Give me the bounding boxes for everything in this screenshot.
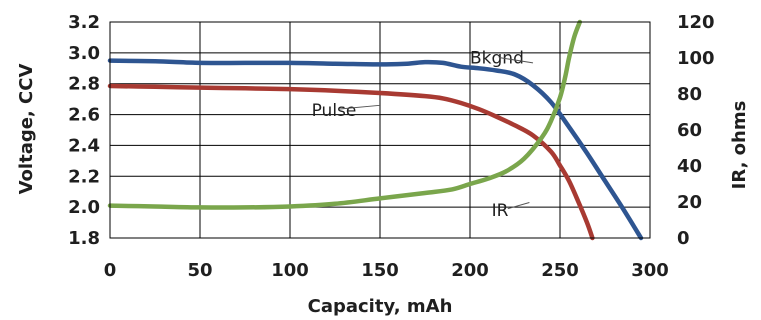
right-axis-ticks: 0 20 40 60 80 100 120 xyxy=(677,12,715,249)
x-tick-label: 0 xyxy=(104,260,117,281)
y-tick-label: 2.0 xyxy=(68,197,100,218)
y-tick-label: 3.0 xyxy=(68,43,100,64)
series-label-leader xyxy=(507,202,530,210)
series-label-pulse: Pulse xyxy=(312,101,357,121)
x-tick-label: 50 xyxy=(187,260,212,281)
y-axis-title: Voltage, CCV xyxy=(16,64,37,195)
y2-tick-label: 100 xyxy=(677,48,715,69)
series-line-ir xyxy=(107,19,583,210)
x-axis-ticks: 0 50 100 150 200 250 300 xyxy=(104,260,669,281)
x-tick-label: 150 xyxy=(361,260,399,281)
plot-frame xyxy=(109,21,651,239)
series-label-bkgnd: Bkgnd xyxy=(470,48,524,68)
y2-tick-label: 80 xyxy=(677,84,702,105)
series-label-leader xyxy=(498,56,534,64)
series-label-leader xyxy=(338,104,381,110)
y2-tick-label: 0 xyxy=(677,228,690,249)
y2-tick-label: 40 xyxy=(677,156,702,177)
x-axis-title: Capacity, mAh xyxy=(308,296,453,317)
series-line-pulse xyxy=(107,83,595,241)
y-tick-label: 2.2 xyxy=(68,166,100,187)
x-tick-label: 200 xyxy=(451,260,489,281)
grid xyxy=(109,21,651,239)
y2-tick-label: 60 xyxy=(677,120,702,141)
series-labels: Bkgnd Pulse IR xyxy=(312,48,534,221)
y-tick-label: 2.4 xyxy=(68,135,100,156)
left-axis-ticks: 1.8 2.0 2.2 2.4 2.6 2.8 3.0 3.2 xyxy=(68,12,100,249)
series-label-ir: IR xyxy=(492,201,509,221)
x-tick-label: 250 xyxy=(541,260,579,281)
y-tick-label: 1.8 xyxy=(68,228,100,249)
x-tick-label: 100 xyxy=(271,260,309,281)
y2-tick-label: 120 xyxy=(677,12,715,33)
y-tick-label: 3.2 xyxy=(68,12,100,33)
series-lines xyxy=(107,19,644,241)
series-line-bkgnd xyxy=(107,58,644,241)
y-tick-label: 2.8 xyxy=(68,74,100,95)
y2-tick-label: 20 xyxy=(677,192,702,213)
y2-axis-title: IR, ohms xyxy=(729,101,750,190)
x-tick-label: 300 xyxy=(631,260,669,281)
y-tick-label: 2.6 xyxy=(68,105,100,126)
